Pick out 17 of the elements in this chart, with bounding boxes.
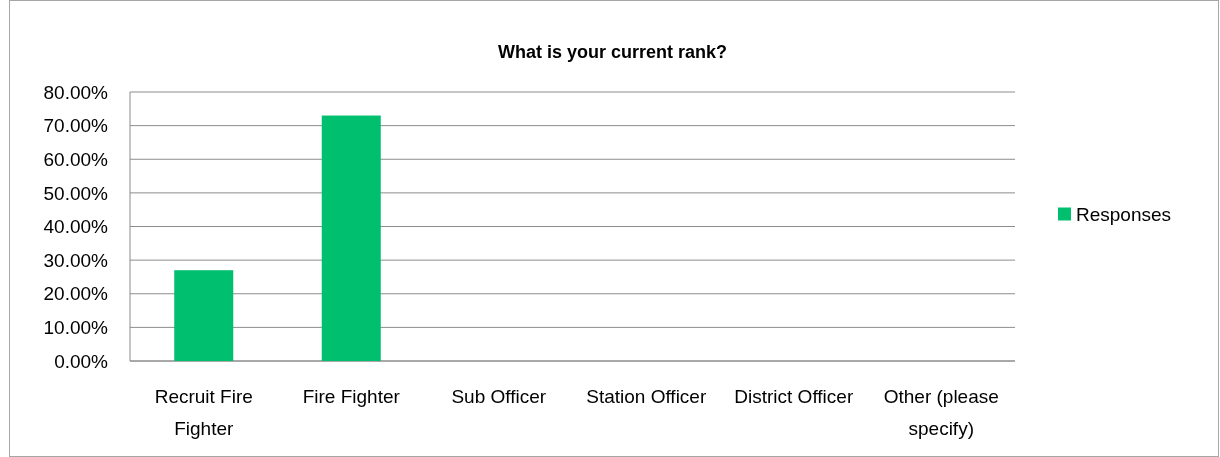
x-tick-label: Other (please specify) [883,386,999,439]
y-tick-label: 80.00% [43,81,109,103]
y-tick-label: 70.00% [43,115,109,137]
y-tick-label: 30.00% [43,249,109,271]
y-tick-label: 0.00% [54,350,109,372]
chart-title: What is your current rank? [497,42,728,62]
x-tick-label: District Officer [734,386,854,407]
y-tick-label: 40.00% [43,216,109,238]
y-tick-label: 20.00% [43,283,109,305]
x-tick-label: Station Officer [586,386,707,407]
x-tick-label: Fire Fighter [302,386,401,407]
y-tick-label: 50.00% [43,182,109,204]
x-tick-label: Recruit Fire Fighter [154,386,253,439]
legend-label: Responses [1076,204,1172,226]
y-tick-label: 60.00% [43,148,109,170]
y-tick-label: 10.00% [43,317,109,339]
x-tick-label: Sub Officer [451,386,547,407]
